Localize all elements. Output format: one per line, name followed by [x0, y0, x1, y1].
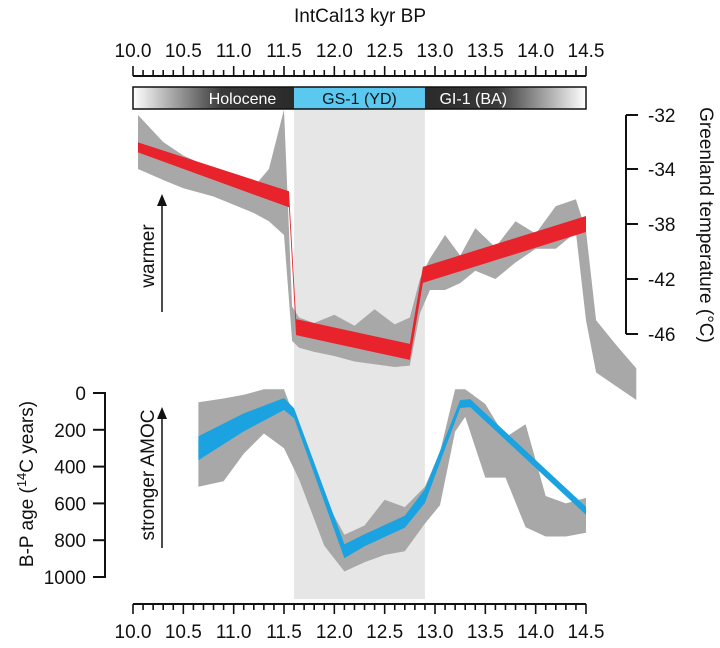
top-axis-tick-label: 13.0	[417, 41, 454, 62]
stronger-amoc-label: stronger AMOC	[138, 410, 159, 541]
temperature-tick-label: -38	[648, 215, 675, 236]
period-segment	[294, 87, 425, 109]
temperature-series	[138, 142, 586, 360]
warmer-annotation: warmer	[138, 194, 167, 312]
temperature-panel: -32 -34 -38 -42 -46 Greenland temperature (°…	[138, 106, 716, 400]
top-axis-tick-label: 10.5	[165, 41, 202, 62]
temperature-axis-ticks: -32 -34 -38 -42 -46	[626, 106, 676, 346]
bottom-axis-tick-label: 12.0	[316, 622, 353, 643]
ventilation-panel: 0 200 400 600 800 1000 B-P age (14C years) st…	[14, 384, 586, 589]
warmer-label: warmer	[138, 224, 159, 289]
bp-age-uncertainty-band	[198, 389, 586, 572]
top-axis-tick-label: 14.5	[568, 41, 605, 62]
bottom-axis-tick-label: 14.0	[517, 622, 554, 643]
bottom-time-axis: 10.0 10.5 11.0 11.5 12.0 12.5 13.0 13.5 14.0 14.5	[115, 603, 605, 643]
temperature-uncertainty-band	[138, 109, 637, 400]
top-axis-tick-label: 13.5	[467, 41, 504, 62]
period-segment	[424, 87, 586, 109]
bottom-axis-tick-label: 10.0	[115, 622, 152, 643]
bottom-axis-tick-label: 11.0	[216, 622, 252, 643]
period-label: GI-1 (BA)	[439, 91, 507, 108]
bp-age-tick-label: 800	[54, 531, 86, 552]
top-axis-tick-label: 12.5	[366, 41, 403, 62]
period-segment	[133, 87, 295, 109]
bottom-axis-tick-label: 13.0	[417, 622, 454, 643]
bp-age-axis-title: B-P age (14C years)	[14, 401, 38, 567]
temperature-tick-label: -46	[648, 325, 675, 346]
period-band: Holocene GS-1 (YD) GI-1 (BA)	[132, 86, 587, 110]
period-label: Holocene	[209, 91, 277, 108]
top-axis-tick-label: 11.5	[266, 41, 302, 62]
bp-age-tick-label: 600	[54, 494, 86, 515]
temperature-tick-label: -42	[648, 270, 675, 291]
bottom-axis-tick-label: 14.5	[568, 622, 605, 643]
bottom-axis-tick-label: 12.5	[366, 622, 403, 643]
top-time-axis: IntCal13 kyr BP 10.0 10.5 11.0 11.5 12.0 12.5…	[115, 6, 605, 77]
bp-age-tick-label: 0	[75, 384, 86, 405]
top-axis-tick-label: 10.0	[115, 41, 152, 62]
top-axis-tick-label: 11.0	[216, 41, 252, 62]
bp-age-tick-label: 1000	[44, 568, 86, 589]
bottom-axis-ticks: 10.0 10.5 11.0 11.5 12.0 12.5 13.0 13.5 14.0 14.5	[115, 604, 605, 643]
period-label: GS-1 (YD)	[322, 91, 397, 108]
bottom-axis-tick-label: 10.5	[165, 622, 202, 643]
stronger-amoc-annotation: stronger AMOC	[138, 407, 167, 548]
bottom-axis-tick-label: 11.5	[266, 622, 302, 643]
top-axis-tick-label: 12.0	[316, 41, 353, 62]
bp-age-axis-ticks: 0 200 400 600 800 1000	[44, 384, 105, 589]
top-axis-ticks: 10.0 10.5 11.0 11.5 12.0 12.5 13.0 13.5 14.0 14.5	[115, 41, 605, 76]
bp-age-tick-label: 200	[54, 421, 86, 442]
bp-age-series	[198, 398, 586, 559]
top-axis-tick-label: 14.0	[517, 41, 554, 62]
bottom-axis-tick-label: 13.5	[467, 622, 504, 643]
period-band-outline	[132, 86, 587, 110]
temperature-axis-title: Greenland temperature (°C)	[695, 107, 716, 343]
temperature-tick-label: -32	[648, 106, 675, 127]
top-axis-title: IntCal13 kyr BP	[294, 6, 426, 27]
bp-age-tick-label: 400	[54, 458, 86, 479]
temperature-tick-label: -34	[648, 160, 676, 181]
